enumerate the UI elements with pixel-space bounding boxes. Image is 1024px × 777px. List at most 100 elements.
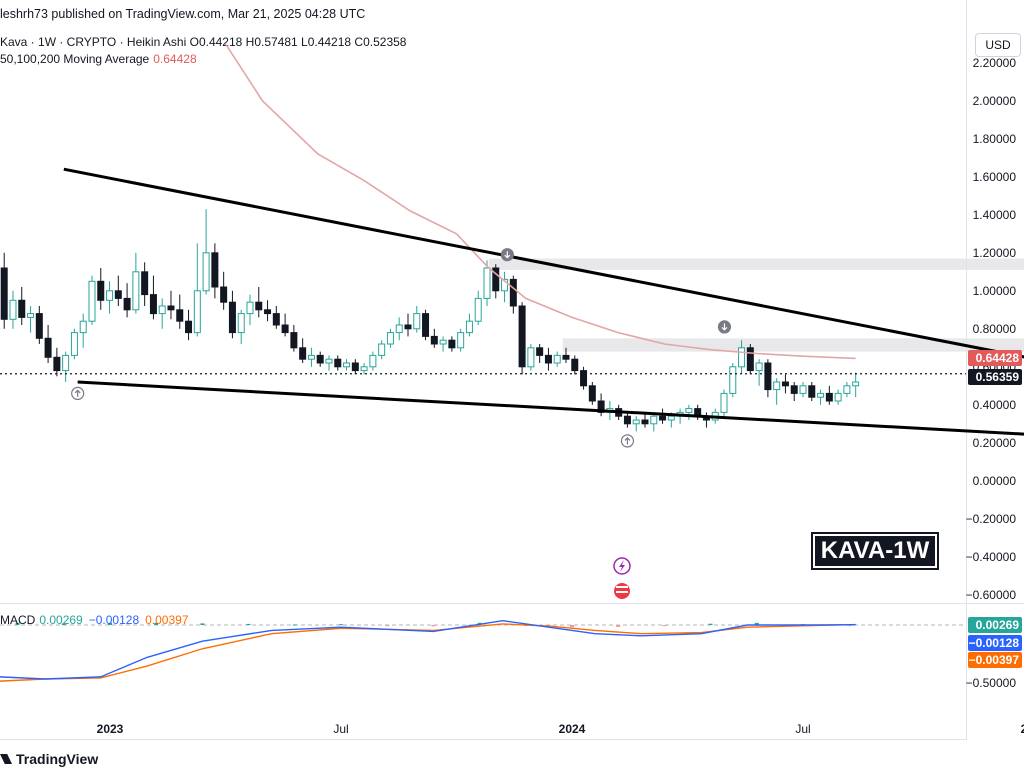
candle-body	[220, 286, 228, 303]
flag-stripe	[616, 586, 628, 588]
candle-body	[290, 332, 298, 349]
candle-body	[272, 313, 280, 326]
y-tick-label: 1.80000	[973, 132, 1017, 146]
candle-body	[334, 358, 342, 368]
candle-body	[729, 366, 737, 394]
candle-body	[536, 347, 544, 356]
candle-body	[746, 347, 754, 372]
macd-histogram-bar	[570, 625, 574, 628]
candle-body	[18, 299, 26, 318]
candle-body	[281, 324, 289, 334]
macd-histogram-bar	[200, 623, 205, 625]
candle-body	[544, 354, 552, 364]
ma-legend-label: 50,100,200 Moving Average	[0, 52, 150, 66]
y-tick-label: −0.40000	[966, 550, 1017, 564]
candle-body	[834, 392, 842, 402]
resistance-zone-1	[562, 338, 1024, 352]
moving-average-line	[224, 43, 856, 360]
candle-body	[351, 362, 359, 372]
y-tick-label: 1.20000	[973, 246, 1017, 260]
candle-body	[9, 299, 17, 320]
candle-body	[518, 305, 526, 368]
candle-body	[580, 370, 588, 387]
candle-body	[632, 419, 640, 425]
macd-histogram-bar	[662, 625, 667, 627]
candle-body	[474, 297, 482, 322]
macd-legend[interactable]: MACD 0.00269 −0.00128 0.00397	[0, 613, 189, 627]
macd-histogram-bar	[385, 625, 390, 627]
candle-body	[492, 267, 500, 292]
candle-body	[27, 313, 35, 318]
candle-body	[588, 385, 596, 402]
lightning-glyph-icon	[619, 560, 625, 572]
x-tick-label: Jul	[795, 722, 810, 736]
ma-price-badge-bg	[968, 350, 1022, 366]
ma-legend-value: 0.64428	[153, 52, 197, 66]
macd-hist-badge: 0.00269	[976, 618, 1020, 632]
candle-body	[369, 354, 377, 368]
candle-body	[738, 347, 746, 368]
candle-body	[773, 381, 781, 391]
candle-body	[395, 324, 403, 334]
x-tick-label: Jul	[333, 722, 348, 736]
candle-body	[114, 290, 122, 299]
candle-body	[755, 362, 763, 372]
candle-body	[97, 280, 105, 301]
ma-price-badge: 0.64428	[976, 351, 1020, 365]
candle-body	[176, 309, 184, 322]
arrow-glyph-icon	[721, 323, 728, 331]
candle-body	[553, 354, 561, 364]
candle-body	[448, 339, 456, 349]
y-tick-label: −0.60000	[966, 588, 1017, 602]
tradingview-brand: TradingView	[16, 751, 99, 767]
macd-legend-histogram: 0.00269	[39, 613, 83, 627]
macd-signal-badge-bg	[968, 652, 1022, 668]
candle-body	[316, 354, 324, 364]
candle-body	[659, 415, 667, 421]
candle-body	[483, 267, 491, 299]
candle-body	[817, 392, 825, 398]
y-tick-label: 1.00000	[973, 284, 1017, 298]
arrow-glyph-icon	[504, 251, 511, 259]
candle-body	[527, 347, 535, 368]
candle-body	[360, 366, 368, 372]
candle-body	[623, 415, 631, 425]
candle-body	[193, 290, 201, 334]
trendline-0[interactable]	[63, 167, 1024, 408]
ma-legend[interactable]: 50,100,200 Moving Average 0.64428	[0, 52, 197, 66]
tradingview-logo: TradingView	[0, 751, 98, 767]
candle-body	[720, 392, 728, 413]
candle-body	[650, 415, 658, 425]
macd-histogram-bar	[754, 622, 759, 625]
candle-body	[44, 337, 52, 358]
trendline-1[interactable]	[77, 380, 1024, 450]
candle-body	[211, 252, 219, 288]
candle-body	[501, 278, 509, 292]
candle-body	[70, 332, 78, 356]
candle-body	[325, 358, 333, 364]
y-tick-label: 0.00000	[973, 474, 1017, 488]
macd-y-tick-label: −0.50000	[966, 676, 1017, 690]
current-price-badge-bg	[968, 369, 1022, 385]
candle-body	[781, 381, 789, 387]
y-tick-label: 2.00000	[973, 94, 1017, 108]
y-tick-label: 0.20000	[973, 436, 1017, 450]
y-tick-label: 0.80000	[973, 322, 1017, 336]
candle-body	[88, 280, 96, 322]
macd-histogram-bar	[339, 624, 343, 626]
macd-histogram-bar	[431, 625, 436, 627]
candle-body	[149, 294, 157, 315]
candle-body	[641, 419, 649, 425]
candle-body	[465, 320, 473, 334]
current-price-badge: 0.56359	[976, 370, 1020, 384]
y-tick-label: 1.60000	[973, 170, 1017, 184]
macd-hist-badge-bg	[968, 617, 1022, 633]
candle-body	[185, 320, 193, 334]
macd-legend-macd: −0.00128	[88, 613, 140, 627]
currency-button[interactable]: USD	[975, 33, 1021, 57]
symbol-legend[interactable]: Kava · 1W · CRYPTO · Heikin Ashi O0.4421…	[0, 35, 407, 49]
x-tick-label: 2024	[559, 722, 586, 736]
tradingview-logo-icon	[0, 754, 12, 764]
candle-body	[299, 347, 307, 360]
